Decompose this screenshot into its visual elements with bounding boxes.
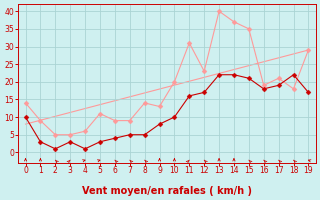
X-axis label: Vent moyen/en rafales ( km/h ): Vent moyen/en rafales ( km/h ) <box>82 186 252 196</box>
